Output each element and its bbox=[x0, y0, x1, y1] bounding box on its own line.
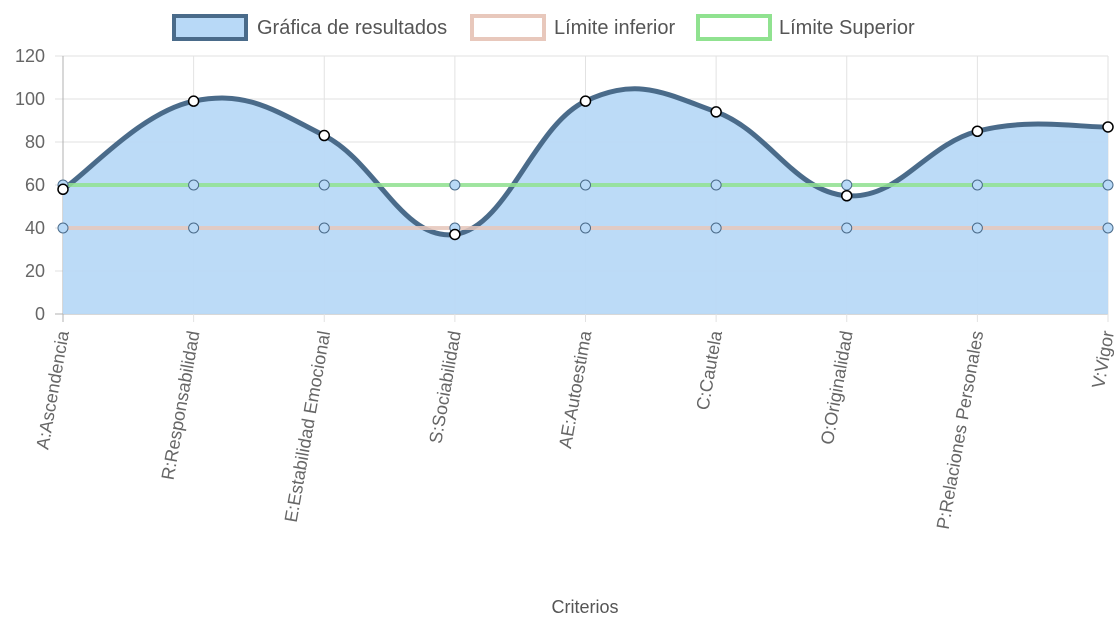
data-point-series-1[interactable] bbox=[318, 222, 330, 234]
x-tick-label: E:Estabilidad Emocional bbox=[281, 329, 334, 524]
data-point-series-0[interactable] bbox=[710, 106, 722, 118]
y-tick-label: 120 bbox=[15, 46, 45, 66]
data-point-series-0[interactable] bbox=[449, 228, 461, 241]
x-tick-label: R:Responsabilidad bbox=[158, 329, 204, 481]
y-tick-label: 60 bbox=[25, 175, 45, 195]
data-point-series-0[interactable] bbox=[187, 95, 200, 107]
y-tick-label: 40 bbox=[25, 218, 45, 238]
area-layer bbox=[61, 86, 1109, 314]
x-axis-title: Criterios bbox=[551, 597, 618, 617]
data-point-series-2[interactable] bbox=[318, 179, 330, 191]
data-point-series-1[interactable] bbox=[841, 222, 853, 234]
legend-label-2[interactable]: Límite Superior bbox=[779, 17, 915, 39]
x-tick-label: V:Vigor bbox=[1088, 329, 1114, 390]
y-tick-label: 80 bbox=[25, 132, 45, 152]
data-point-series-0[interactable] bbox=[318, 129, 330, 142]
data-point-series-2[interactable] bbox=[1102, 179, 1114, 191]
x-tick-label: P:Relaciones Personales bbox=[933, 329, 988, 531]
data-point-series-1[interactable] bbox=[1102, 222, 1114, 234]
data-point-series-1[interactable] bbox=[188, 222, 200, 234]
data-point-series-2[interactable] bbox=[710, 179, 722, 191]
legend-swatch-0[interactable] bbox=[172, 14, 248, 41]
x-tick-label: AE:Autoestima bbox=[555, 328, 596, 450]
points-layer bbox=[57, 95, 1114, 241]
legend-label-1[interactable]: Límite inferior bbox=[554, 17, 675, 39]
data-point-series-0[interactable] bbox=[971, 125, 984, 137]
series-area-0 bbox=[63, 88, 1108, 314]
y-tick-label: 0 bbox=[35, 304, 45, 324]
data-point-series-0[interactable] bbox=[579, 95, 592, 107]
x-tick-label: A:Ascendencia bbox=[32, 328, 73, 451]
data-point-series-1[interactable] bbox=[710, 222, 722, 234]
y-tick-label: 20 bbox=[25, 261, 45, 281]
data-point-series-2[interactable] bbox=[841, 179, 853, 191]
legend-swatch-1[interactable] bbox=[470, 14, 546, 41]
data-point-series-2[interactable] bbox=[188, 179, 200, 191]
data-point-series-0[interactable] bbox=[1102, 121, 1114, 133]
data-point-series-0[interactable] bbox=[57, 183, 69, 196]
x-tick-label: O:Originalidad bbox=[817, 329, 857, 446]
legend-swatch-2[interactable] bbox=[696, 14, 772, 41]
data-point-series-1[interactable] bbox=[57, 222, 69, 234]
data-point-series-2[interactable] bbox=[449, 179, 461, 191]
data-point-series-2[interactable] bbox=[580, 179, 591, 191]
y-tick-label: 100 bbox=[15, 89, 45, 109]
data-point-series-1[interactable] bbox=[971, 222, 983, 234]
legend-label-0[interactable]: Gráfica de resultados bbox=[257, 17, 447, 39]
data-point-series-2[interactable] bbox=[971, 179, 983, 191]
data-point-series-0[interactable] bbox=[841, 190, 853, 202]
x-tick-label: S:Sociabilidad bbox=[425, 329, 465, 445]
legend: Gráfica de resultados Límite inferior Lími… bbox=[172, 14, 915, 41]
series-line-0 bbox=[61, 86, 1109, 238]
data-point-series-1[interactable] bbox=[580, 222, 591, 234]
x-tick-label: C:Cautela bbox=[692, 328, 726, 411]
